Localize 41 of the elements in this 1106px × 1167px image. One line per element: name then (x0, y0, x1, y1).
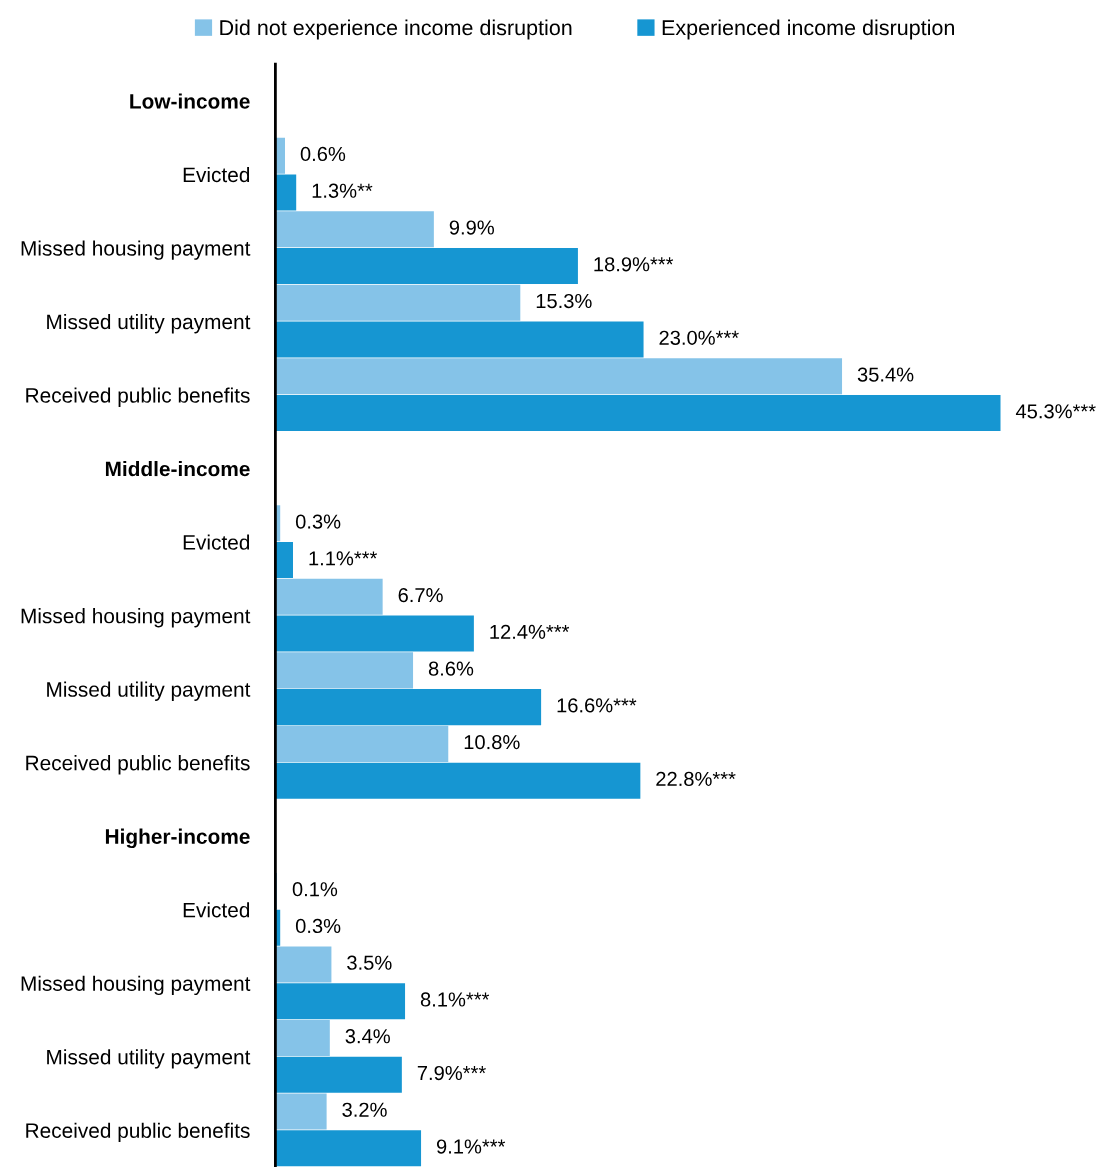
y-tick-label: Missed utility payment (47, 313, 251, 334)
data-label: 3.5% (347, 955, 392, 970)
data-label: 8.6% (428, 661, 474, 676)
data-label: 6.7% (398, 587, 443, 603)
y-tick-label: Received public benefits (26, 1122, 250, 1143)
data-label: 35.4% (857, 367, 914, 382)
data-label: 0.1% (292, 882, 338, 897)
y-tick-label: Missed housing payment (21, 240, 251, 260)
y-tick-label: Evicted (183, 534, 250, 550)
data-label: 1.3%** (312, 183, 373, 198)
y-tick-label: Evicted (183, 166, 250, 183)
y-tick-label: Received public benefits (26, 755, 250, 775)
y-tick-label: Received public benefits (26, 387, 250, 407)
y-tick-label: Higher-income (105, 828, 250, 849)
data-label: 7.9%*** (417, 1065, 486, 1081)
data-label: 10.8% (464, 735, 520, 750)
y-tick-label: Low-income (130, 93, 250, 109)
data-label: 23.0%*** (659, 330, 739, 345)
data-label: 1.1%*** (309, 551, 378, 566)
y-tick-label: Missed utility payment (47, 681, 251, 701)
data-label: 12.4%*** (490, 624, 570, 639)
data-label: 22.8%*** (656, 771, 736, 787)
y-tick-label: Missed utility payment (47, 1049, 251, 1069)
y-tick-label: Missed housing payment (21, 975, 251, 996)
data-label: 3.4% (345, 1029, 390, 1044)
data-label: 0.3% (295, 514, 341, 529)
y-tick-label: Missed housing payment (21, 608, 251, 628)
legend-label: Experienced income disruption (662, 19, 954, 40)
y-tick-label: Middle-income (105, 461, 250, 477)
data-label: 9.9% (449, 220, 494, 235)
data-label: 3.2% (342, 1102, 387, 1117)
y-tick-label: Evicted (183, 902, 250, 918)
data-label: 45.3%*** (1015, 404, 1096, 419)
data-label: 16.6%*** (557, 698, 637, 713)
legend-label: Did not experience income disruption (220, 19, 572, 40)
data-label: 0.3% (295, 918, 341, 934)
data-label: 18.9%*** (594, 257, 674, 272)
data-label: 0.6% (300, 146, 346, 162)
data-label: 9.1%*** (436, 1139, 506, 1154)
data-label: 15.3% (536, 293, 592, 309)
data-label: 8.1%*** (420, 992, 490, 1007)
